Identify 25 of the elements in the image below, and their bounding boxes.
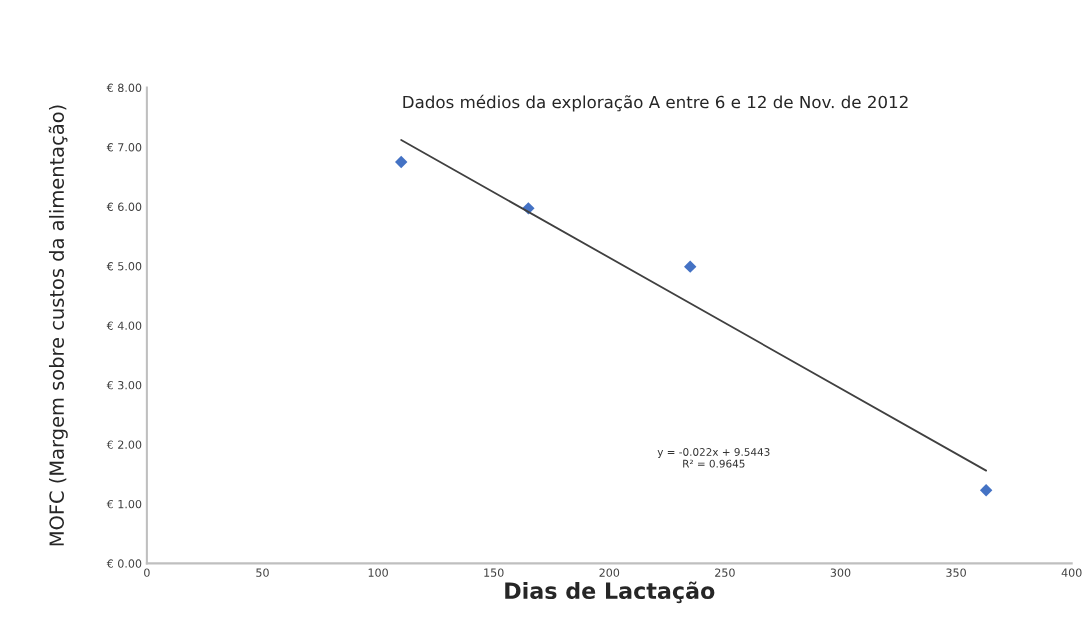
- y-tick-label: € 0.00: [106, 559, 142, 568]
- y-tick-label: € 1.00: [106, 499, 142, 509]
- annotation: y = -0.022x + 9.5443 R² = 0.9645: [657, 448, 770, 468]
- x-tick-label: 250: [715, 568, 735, 577]
- y-tick-label: € 6.00: [106, 202, 142, 211]
- y-tick-label: € 2.00: [106, 440, 142, 449]
- y-tick-label: € 7.00: [106, 143, 142, 152]
- x-tick-label: 400: [1061, 568, 1082, 577]
- point: [394, 155, 408, 169]
- x-tick-label: 150: [484, 568, 504, 577]
- y-tick-label: € 5.00: [106, 262, 142, 271]
- y-tick-label: € 3.00: [106, 380, 142, 390]
- y-tick-label: € 8.00: [106, 83, 142, 93]
- x-tick-label: 300: [830, 568, 851, 577]
- point: [979, 484, 993, 497]
- chart-title: Dados médios da exploração A entre 6 e 12 de Nov. de 2012: [403, 94, 908, 112]
- x-tick-label: 200: [599, 568, 620, 577]
- x-tick-label: 50: [256, 568, 269, 577]
- x-axis-title: Dias de Lactação: [505, 581, 715, 604]
- point: [683, 260, 697, 273]
- y-axis-title: MOFC (Margem sobre custos da alimentação): [48, 105, 68, 546]
- x-tick-label: 0: [144, 568, 150, 577]
- x-tick-label: 350: [946, 568, 966, 577]
- x-tick-label: 100: [368, 568, 388, 577]
- y-tick-label: € 4.00: [106, 321, 142, 330]
